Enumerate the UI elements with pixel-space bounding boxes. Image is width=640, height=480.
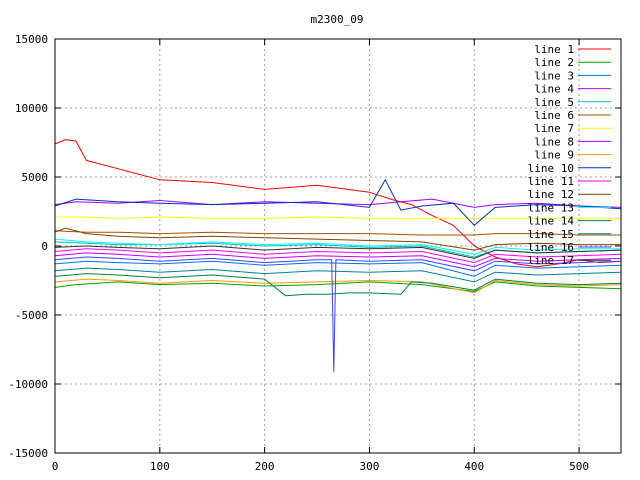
series-line-4 <box>54 252 622 268</box>
series-line-17 <box>54 245 622 259</box>
series-line-12 <box>54 227 621 251</box>
y-tick-label: -5000 <box>15 309 48 322</box>
series-line-11 <box>54 248 622 264</box>
y-tick-label: 5000 <box>22 171 49 184</box>
series-line-10 <box>54 178 622 226</box>
x-tick-label: 300 <box>360 460 380 473</box>
legend-label-16: line 16 <box>528 241 574 254</box>
legend-label-5: line 5 <box>534 96 574 109</box>
axes: 0 100 200 300 400 500 -15000 -10000 -5000 0 5000 10… <box>8 33 622 473</box>
series-line-16 <box>54 256 622 372</box>
legend-label-10: line 10 <box>528 162 574 175</box>
legend-label-4: line 4 <box>534 83 574 96</box>
y-tick-label: 15000 <box>15 33 48 46</box>
y-tick-label: -10000 <box>8 378 48 391</box>
legend-label-3: line 3 <box>534 69 574 82</box>
series-line-15 <box>54 267 622 283</box>
legend-label-7: line 7 <box>534 122 574 135</box>
legend-label-6: line 6 <box>534 109 574 122</box>
series-line-6 <box>54 230 621 236</box>
legend-label-1: line 1 <box>534 43 574 56</box>
x-tick-label: 0 <box>52 460 59 473</box>
legend-label-8: line 8 <box>534 135 574 148</box>
y-tick-label: -15000 <box>8 447 48 460</box>
series-line-14 <box>54 273 622 297</box>
y-tick-label: 10000 <box>15 102 48 115</box>
chart-title: m2300_09 <box>311 13 364 26</box>
legend-label-9: line 9 <box>534 149 574 162</box>
y-tick-label: 0 <box>41 240 48 253</box>
series-line-7 <box>55 216 621 219</box>
x-tick-label: 500 <box>569 460 589 473</box>
x-tick-label: 400 <box>464 460 484 473</box>
legend-label-12: line 12 <box>528 188 574 201</box>
series-line-9 <box>54 278 622 294</box>
legend-label-2: line 2 <box>534 56 574 69</box>
legend-label-13: line 13 <box>528 201 574 214</box>
series-layer <box>54 139 622 372</box>
x-tick-label: 100 <box>150 460 170 473</box>
legend-label-17: line 17 <box>528 254 574 267</box>
series-line-2 <box>54 281 622 293</box>
legend-label-15: line 15 <box>528 228 574 241</box>
series-line-3 <box>54 260 622 277</box>
series-line-13 <box>54 238 621 255</box>
legend-label-14: line 14 <box>528 215 575 228</box>
legend-label-11: line 11 <box>528 175 574 188</box>
x-tick-label: 200 <box>255 460 275 473</box>
